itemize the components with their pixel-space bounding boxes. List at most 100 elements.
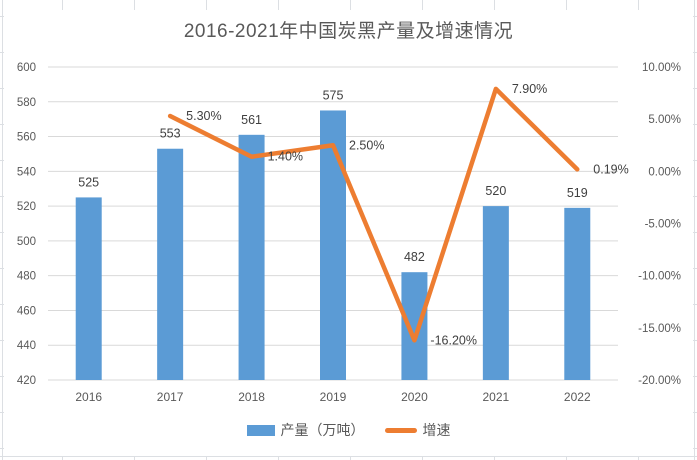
x-axis-label: 2017 [157, 390, 184, 404]
chart-legend: 产量（万吨） 增速 [0, 419, 697, 441]
left-axis-tick: 580 [17, 97, 36, 109]
worksheet-gridline [693, 52, 697, 53]
worksheet-gridline [693, 124, 697, 125]
right-axis-tick: 0.00% [648, 166, 681, 178]
worksheet-gridline [206, 456, 207, 460]
worksheet-gridline [0, 456, 697, 457]
bar-2018 [238, 134, 265, 380]
worksheet-gridline [0, 268, 4, 269]
worksheet-gridline [350, 0, 351, 10]
worksheet-gridline [0, 160, 4, 161]
left-axis-tick: 440 [17, 340, 36, 352]
worksheet-gridline [0, 52, 4, 53]
bar-value-label: 519 [567, 186, 588, 200]
worksheet-gridline [566, 0, 567, 10]
worksheet-gridline [693, 304, 697, 305]
line-value-label: 1.40% [268, 150, 303, 164]
line-value-label: 2.50% [349, 138, 384, 152]
worksheet-gridline [0, 448, 4, 449]
right-axis-tick: -10.00% [638, 271, 681, 283]
left-axis-tick: 520 [17, 201, 36, 213]
worksheet-gridline [278, 0, 279, 10]
worksheet-gridline [350, 456, 351, 460]
growth-line [167, 86, 580, 343]
worksheet-gridline [0, 412, 4, 413]
worksheet-gridline [134, 0, 135, 10]
bar-series-swatch [246, 424, 275, 436]
x-axis-label: 2019 [320, 390, 347, 404]
left-axis-tick: 460 [17, 305, 36, 317]
legend-label-production: 产量（万吨） [280, 422, 365, 438]
worksheet-gridline [638, 456, 639, 460]
worksheet-gridline [693, 412, 697, 413]
worksheet-gridline [0, 196, 4, 197]
worksheet-gridline [0, 16, 4, 17]
worksheet-gridline [494, 0, 495, 10]
worksheet-gridline [62, 0, 63, 10]
legend-item-production: 产量（万吨） [246, 420, 365, 440]
bar-value-label: 520 [485, 184, 506, 198]
worksheet-gridline [693, 340, 697, 341]
x-axis-label: 2021 [483, 390, 510, 404]
right-axis-tick: -15.00% [638, 323, 681, 335]
worksheet-gridline [693, 16, 697, 17]
bar-2016 [75, 197, 102, 380]
x-axis-label: 2022 [564, 390, 591, 404]
bar-value-label: 575 [323, 88, 344, 102]
worksheet-gridline [693, 376, 697, 377]
line-series-swatch [384, 427, 417, 433]
worksheet-gridline [694, 0, 695, 460]
worksheet-gridline [422, 456, 423, 460]
line-value-label: 7.90% [512, 82, 547, 96]
worksheet-gridline [2, 0, 3, 460]
x-axis-label: 2018 [238, 390, 265, 404]
bar-value-label: 482 [404, 250, 425, 264]
x-axis-label: 2016 [75, 390, 102, 404]
left-axis-tick: 420 [17, 375, 36, 387]
right-axis-tick: 5.00% [648, 114, 681, 126]
worksheet-gridline [638, 0, 639, 10]
worksheet-gridline [494, 456, 495, 460]
bar-2022 [564, 207, 591, 380]
bar-2020 [401, 272, 428, 380]
bar-2017 [157, 148, 184, 380]
worksheet-gridline [0, 232, 4, 233]
left-axis-tick: 540 [17, 166, 36, 178]
bar-value-label: 553 [160, 127, 181, 141]
worksheet-gridline [134, 456, 135, 460]
worksheet-gridline [566, 456, 567, 460]
legend-label-growth: 增速 [422, 422, 451, 438]
worksheet-gridline [0, 376, 4, 377]
worksheet-gridline [278, 456, 279, 460]
worksheet-gridline [693, 88, 697, 89]
bar-2019 [320, 110, 346, 380]
line-value-label: -16.20% [430, 333, 477, 347]
bar-value-label: 525 [78, 175, 99, 189]
left-axis-tick: 480 [17, 271, 36, 283]
right-axis-tick: -5.00% [645, 219, 681, 231]
line-value-label: 5.30% [186, 109, 221, 123]
worksheet-gridline [0, 88, 4, 89]
worksheet-gridline [422, 0, 423, 10]
legend-item-growth: 增速 [384, 420, 451, 440]
worksheet-gridline [693, 160, 697, 161]
right-axis-tick: -20.00% [638, 375, 681, 387]
worksheet-gridline [0, 304, 4, 305]
line-value-label: 0.19% [593, 162, 628, 176]
bar-value-label: 561 [241, 113, 262, 127]
worksheet-gridline [693, 448, 697, 449]
worksheet-gridline [693, 268, 697, 269]
left-axis-tick: 500 [17, 236, 36, 248]
worksheet-gridline [62, 456, 63, 460]
worksheet-gridline [0, 340, 4, 341]
worksheet-gridline [206, 0, 207, 10]
worksheet-gridline [0, 124, 4, 125]
chart-title: 2016-2021年中国炭黑产量及增速情况 [183, 21, 514, 42]
right-axis-tick: 10.00% [642, 62, 681, 74]
worksheet-gridline [693, 196, 697, 197]
bar-2021 [482, 206, 509, 380]
worksheet-gridline [693, 232, 697, 233]
left-axis-tick: 560 [17, 132, 36, 144]
